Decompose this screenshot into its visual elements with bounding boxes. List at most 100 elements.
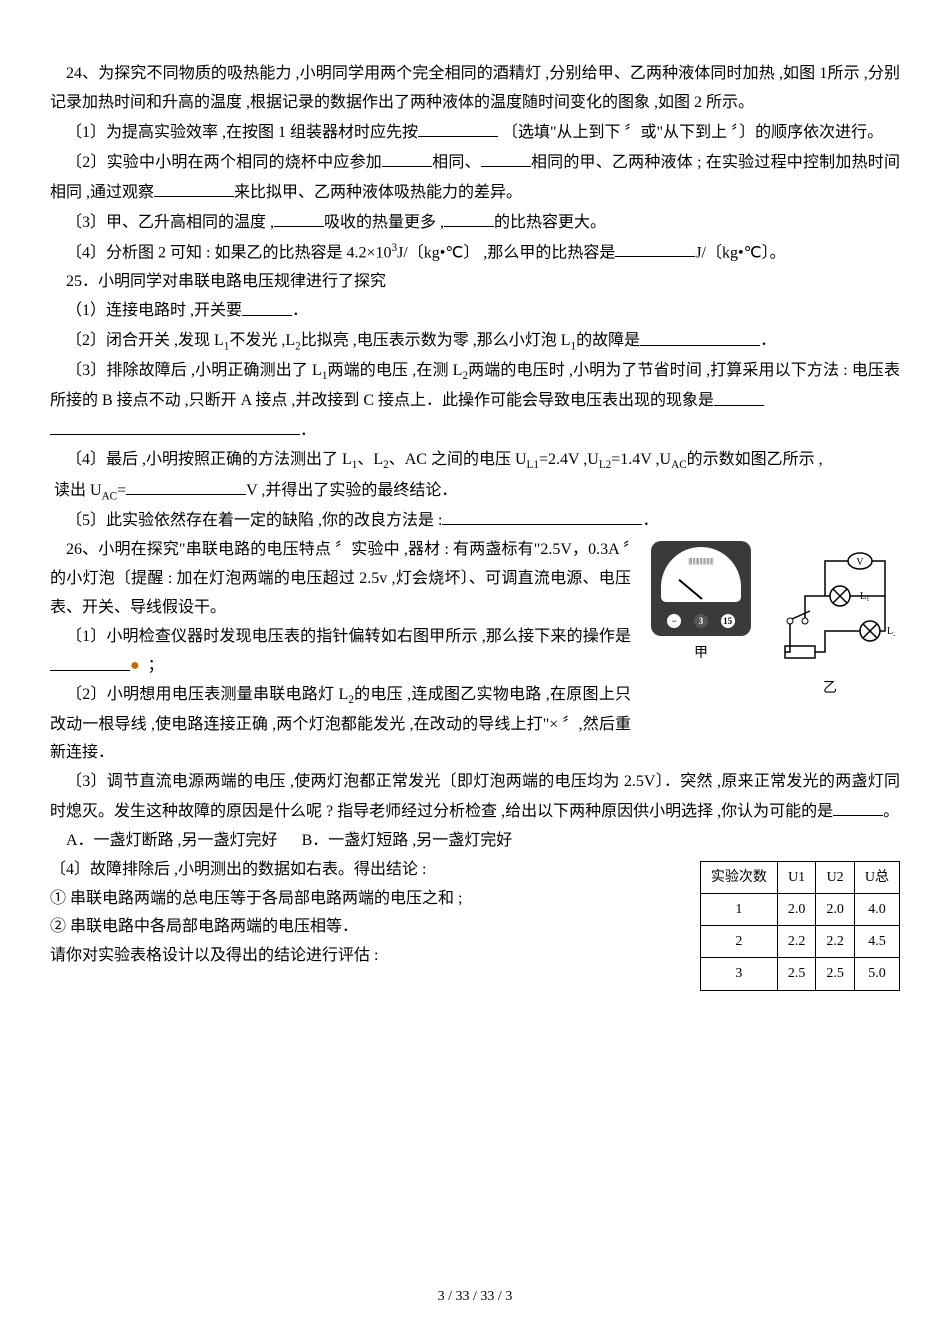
cell: 2.0 xyxy=(777,894,816,926)
q24-p1: 〔1〕为提高实验效率 ,在按图 1 组装器材时应先按 〔选填"从上到下 〞或"从… xyxy=(50,118,900,148)
circuit-icon: V L₁ L₂ xyxy=(765,541,895,671)
q25-p1-end: ． xyxy=(292,303,308,320)
th-utotal: U总 xyxy=(854,861,899,893)
q26-p2-a: 〔2〕小明想用电压表测量串联电路灯 L xyxy=(66,686,348,703)
q24-intro: 24、为探究不同物质的吸热能力 ,小明同学用两个完全相同的酒精灯 ,分别给甲、乙… xyxy=(50,60,900,118)
q24-p3: 〔3〕甲、乙升高相同的温度 ,吸收的热量更多 ,的比热容更大。 xyxy=(50,208,900,238)
svg-text:V: V xyxy=(856,557,864,568)
figure-jia: |||||||||||||||||| − 3 15 甲 xyxy=(646,536,756,666)
blank xyxy=(444,208,494,227)
blank xyxy=(615,238,695,257)
fig-yi-label: 乙 xyxy=(760,676,900,701)
th-u1: U1 xyxy=(777,861,816,893)
q24-p2-b: 相同、 xyxy=(432,154,481,171)
q25-p4-d: =2.4V ,U xyxy=(539,451,599,468)
q24-p4-b: J/〔kg•℃〕 ,那么甲的比热容是 xyxy=(397,244,615,261)
q26-opt-a: A．一盏灯断路 ,另一盏灯完好 xyxy=(66,832,278,849)
blank xyxy=(154,178,234,197)
q25-p4-2: 读出 UAC= V ,并得出了实验的最终结论． xyxy=(50,476,900,507)
q25-p4-a: 〔4〕最后 ,小明按照正确的方法测出了 L xyxy=(66,451,352,468)
q26-opt-b: B．一盏灯短路 ,另一盏灯完好 xyxy=(302,832,513,849)
q24-p2-d: 来比拟甲、乙两种液体吸热能力的差异。 xyxy=(234,184,522,201)
th-count: 实验次数 xyxy=(700,861,777,893)
table-row: 3 2.5 2.5 5.0 xyxy=(700,958,899,990)
cell: 2 xyxy=(700,926,777,958)
q25-p3-line2: ． xyxy=(50,416,900,446)
q25-p4-b: 、L xyxy=(357,451,383,468)
q25-p4-2a: 读出 U xyxy=(54,482,102,499)
q26-p3-a: 〔3〕调节直流电源两端的电压 ,使两灯泡都正常发光〔即灯泡两端的电压均为 2.5… xyxy=(50,773,900,820)
q25-p1: （1）连接电路时 ,开关要 ． xyxy=(50,296,900,326)
q25-p4-e: =1.4V ,U xyxy=(611,451,671,468)
q25-p3-a: 〔3〕排除故障后 ,小明正确测出了 L xyxy=(66,362,322,379)
q25-p3-end: ． xyxy=(300,422,316,439)
q26-p3: 〔3〕调节直流电源两端的电压 ,使两灯泡都正常发光〔即灯泡两端的电压均为 2.5… xyxy=(50,768,900,827)
q24-p3-a: 〔3〕甲、乙升高相同的温度 , xyxy=(66,214,274,231)
q25-p4-2b: = xyxy=(117,482,126,499)
data-table: 实验次数 U1 U2 U总 1 2.0 2.0 4.0 2 2.2 2.2 4.… xyxy=(700,861,900,991)
table-row: 1 2.0 2.0 4.0 xyxy=(700,894,899,926)
q25-p3-b: 两端的电压 ,在测 L xyxy=(327,362,462,379)
blank xyxy=(382,148,432,167)
q25-p2-end: ． xyxy=(760,333,776,350)
cell: 2.2 xyxy=(777,926,816,958)
q25-p2-b: 不发光 ,L xyxy=(229,333,295,350)
q26-p1-end: ； xyxy=(148,658,164,675)
q25-p5: 〔5〕此实验依然存在着一定的缺陷 ,你的改良方法是 : ． xyxy=(50,506,900,536)
q25-p3: 〔3〕排除故障后 ,小明正确测出了 L1两端的电压 ,在测 L2两端的电压时 ,… xyxy=(50,357,900,416)
blank xyxy=(442,506,642,525)
q25-p4-f: 的示数如图乙所示 , xyxy=(687,451,823,468)
q25-p5-a: 〔5〕此实验依然存在着一定的缺陷 ,你的改良方法是 : xyxy=(66,512,442,529)
sub: AC xyxy=(102,490,118,502)
q24-p1-b: 〔选填"从上到下 〞或"从下到上 〞〕的顺序依次进行。 xyxy=(502,124,883,141)
q24-p4-a: 〔4〕分析图 2 可知 : 如果乙的比热容是 4.2×10 xyxy=(66,244,391,261)
q24-p3-b: 吸收的热量更多 , xyxy=(324,214,444,231)
q25-intro: 25．小明同学对串联电路电压规律进行了探究 xyxy=(50,268,900,297)
sub: L2 xyxy=(599,459,611,471)
voltmeter-icon: |||||||||||||||||| − 3 15 xyxy=(651,541,751,636)
blank xyxy=(418,118,498,137)
q24-p4-c: J/〔kg•℃〕。 xyxy=(695,244,785,261)
blank xyxy=(640,326,760,345)
q24-p2-a: 〔2〕实验中小明在两个相同的烧杯中应参加 xyxy=(66,154,382,171)
q25-p5-end: ． xyxy=(642,512,658,529)
cell: 5.0 xyxy=(854,958,899,990)
cell: 2.5 xyxy=(816,958,855,990)
cell: 3 xyxy=(700,958,777,990)
q26-p3-end: 。 xyxy=(883,803,899,820)
cell: 2.5 xyxy=(777,958,816,990)
cell: 4.0 xyxy=(854,894,899,926)
blank xyxy=(242,296,292,315)
table-row: 2 2.2 2.2 4.5 xyxy=(700,926,899,958)
blank xyxy=(50,416,300,435)
sub: L1 xyxy=(527,459,539,471)
blank xyxy=(714,386,764,405)
figure-yi: V L₁ L₂ xyxy=(760,536,900,701)
q24-p1-a: 〔1〕为提高实验效率 ,在按图 1 组装器材时应先按 xyxy=(66,124,418,141)
fig-jia-label: 甲 xyxy=(646,641,756,666)
q26-p1-a: 〔1〕小明检查仪器时发现电压表的指针偏转如右图甲所示 ,那么接下来的操作是 xyxy=(66,628,631,645)
blank xyxy=(126,476,246,495)
blank xyxy=(833,797,883,816)
sub: AC xyxy=(671,459,687,471)
q26-options: A．一盏灯断路 ,另一盏灯完好 B．一盏灯短路 ,另一盏灯完好 xyxy=(50,827,900,856)
q25-p2-a: 〔2〕闭合开关 ,发现 L xyxy=(66,333,224,350)
blank xyxy=(481,148,531,167)
q25-p4-c: 、AC 之间的电压 U xyxy=(389,451,527,468)
figure-area: |||||||||||||||||| − 3 15 甲 V xyxy=(646,536,900,701)
blank xyxy=(274,208,324,227)
document-content: 24、为探究不同物质的吸热能力 ,小明同学用两个完全相同的酒精灯 ,分别给甲、乙… xyxy=(50,60,900,971)
cell: 2.0 xyxy=(816,894,855,926)
q24-p2: 〔2〕实验中小明在两个相同的烧杯中应参加相同、相同的甲、乙两种液体 ; 在实验过… xyxy=(50,148,900,208)
cell: 2.2 xyxy=(816,926,855,958)
cell: 4.5 xyxy=(854,926,899,958)
q25-p1-a: （1）连接电路时 ,开关要 xyxy=(66,303,242,320)
q25-p2: 〔2〕闭合开关 ,发现 L1不发光 ,L2比拟亮 ,电压表示数为零 ,那么小灯泡… xyxy=(50,326,900,357)
th-u2: U2 xyxy=(816,861,855,893)
q25-p4-2c: V ,并得出了实验的最终结论． xyxy=(246,482,457,499)
blank xyxy=(50,651,130,670)
q25-p4: 〔4〕最后 ,小明按照正确的方法测出了 L1、L2、AC 之间的电压 UL1=2… xyxy=(50,446,900,475)
svg-text:L₂: L₂ xyxy=(887,626,895,637)
q25-p2-d: 的故障是 xyxy=(576,333,640,350)
q24-p4: 〔4〕分析图 2 可知 : 如果乙的比热容是 4.2×103J/〔kg•℃〕 ,… xyxy=(50,238,900,268)
